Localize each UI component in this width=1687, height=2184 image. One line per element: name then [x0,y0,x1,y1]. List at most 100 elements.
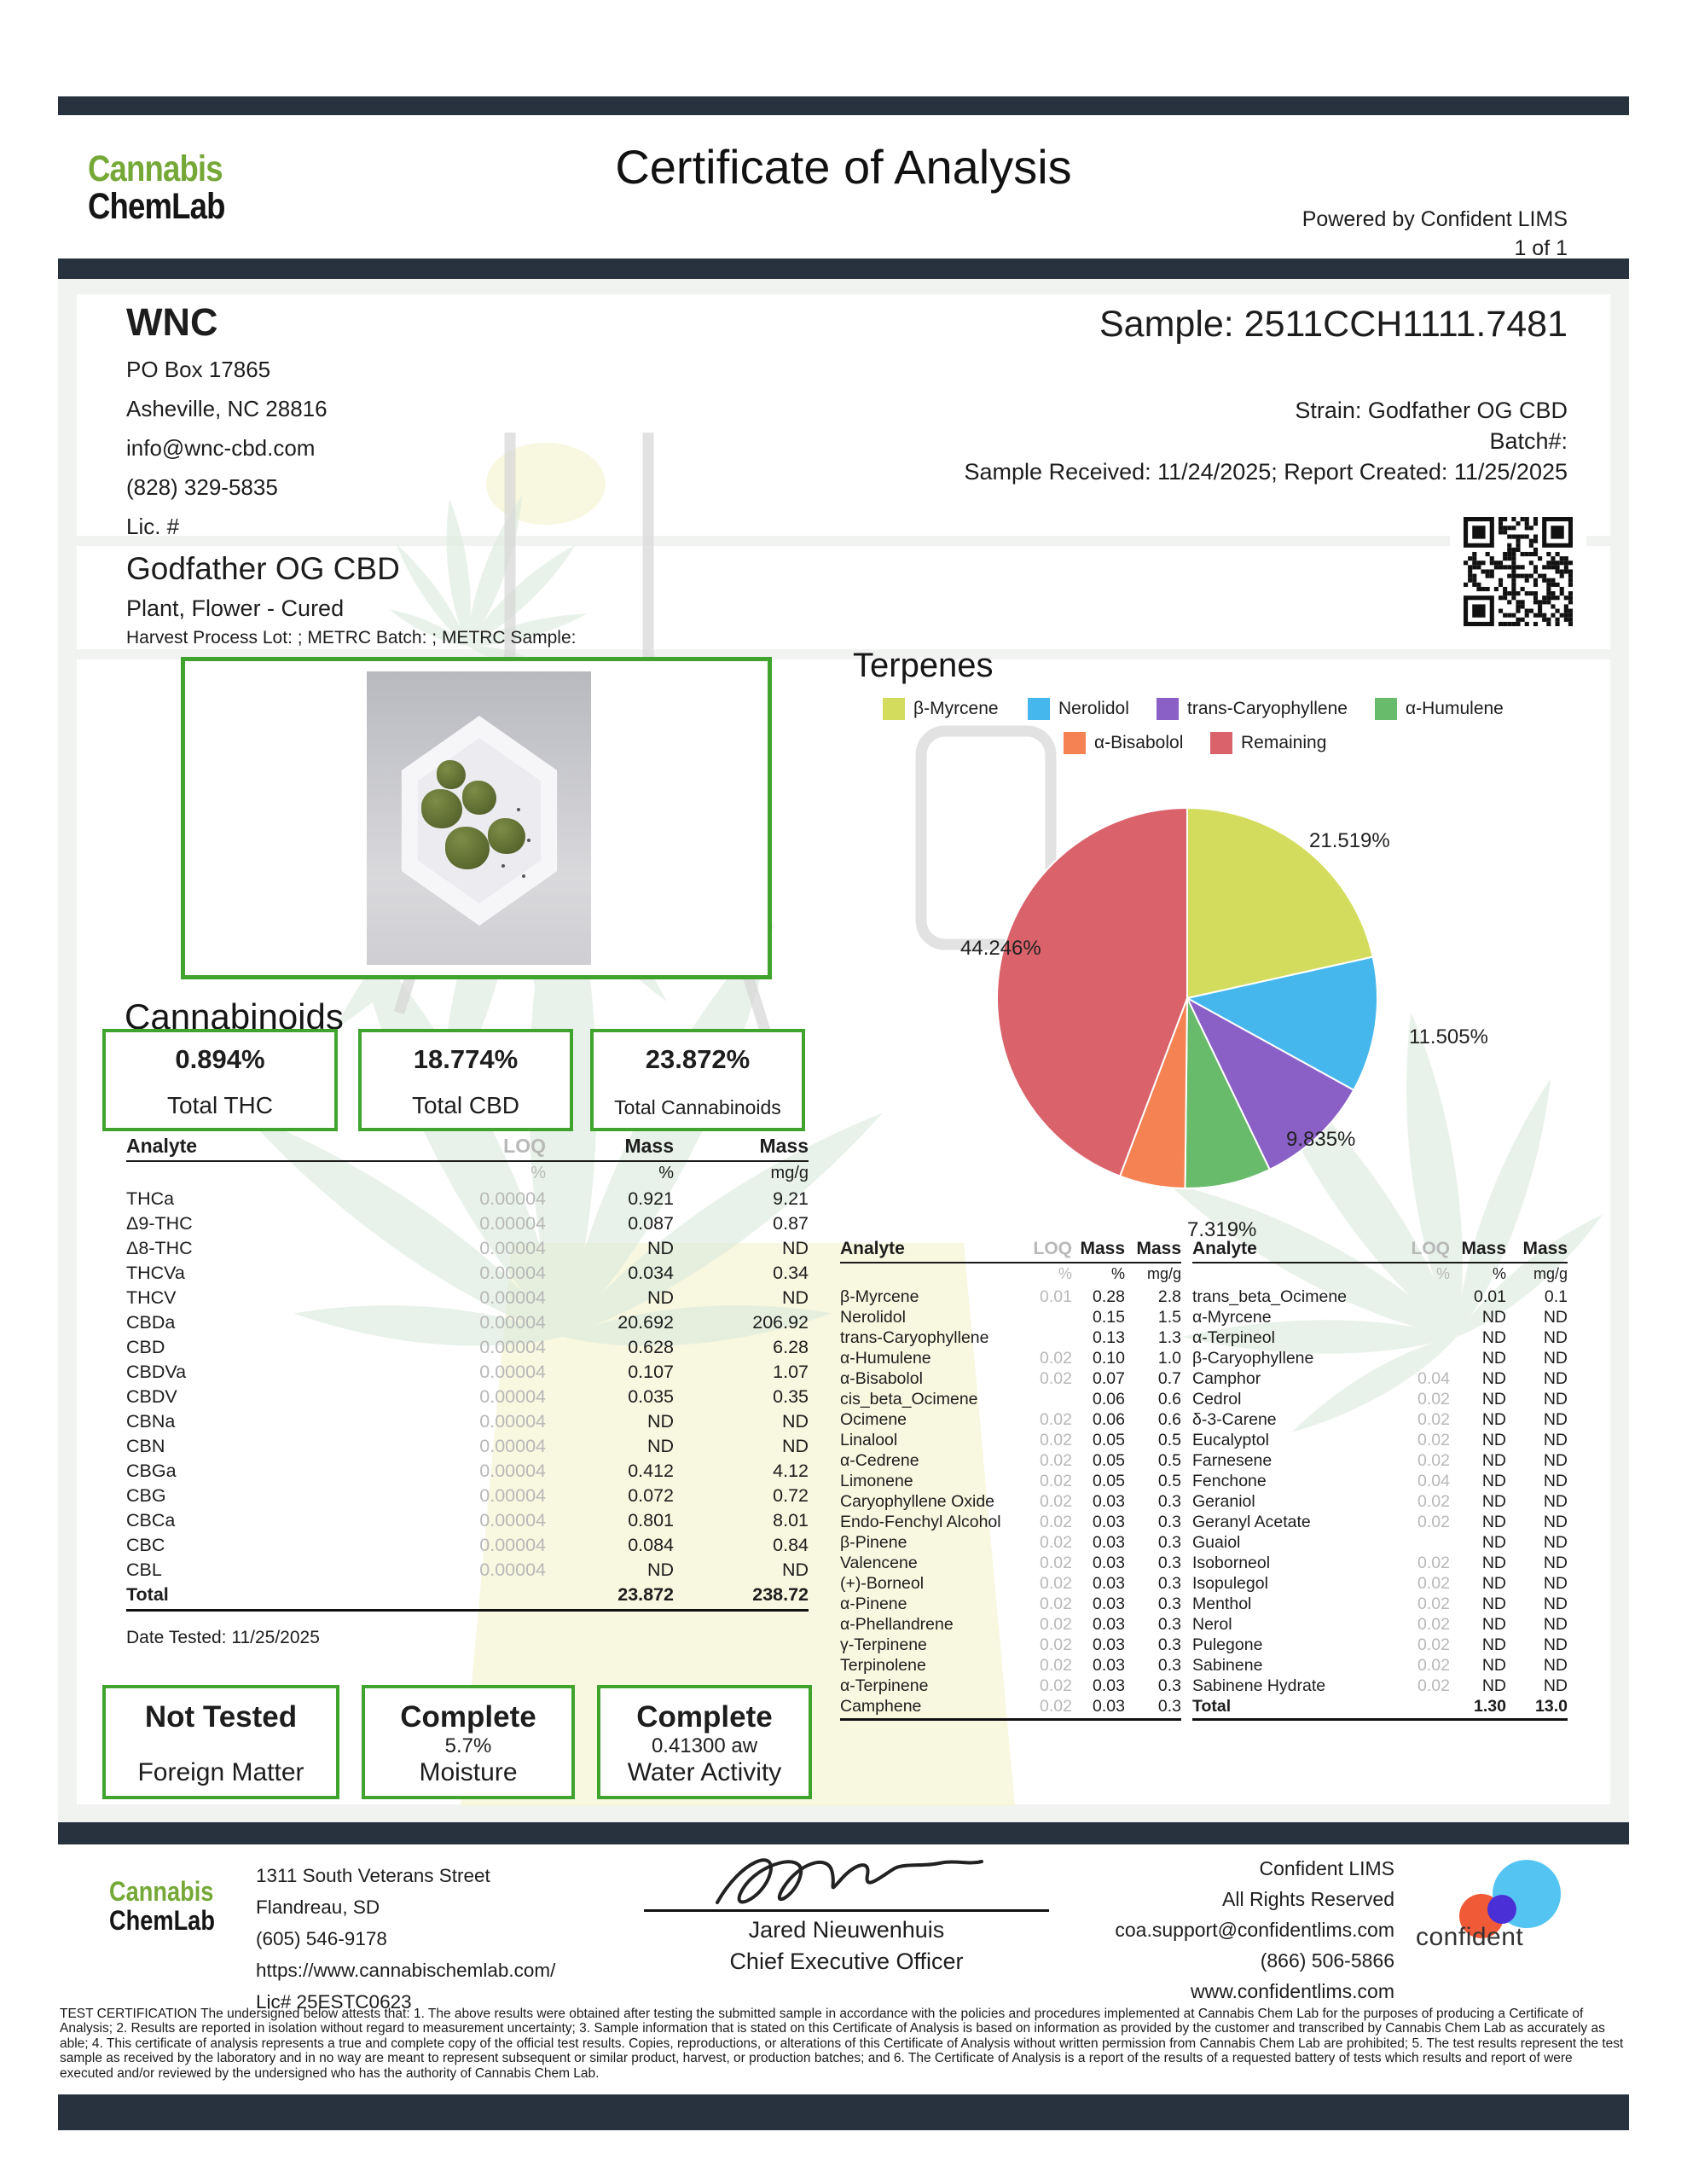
cell-analyte: THCa [126,1188,175,1209]
client-address2: Asheville, NC 28816 [126,396,328,421]
table-row: β-Myrcene 0.01 0.28 2.8 [840,1287,1181,1307]
cell-analyte: trans_beta_Ocimene [1192,1287,1348,1306]
footer-logo-line1: Cannabis [109,1876,214,1907]
cell-loq: 0.00004 [479,1461,546,1481]
unit-loq: % [530,1164,546,1182]
cell-analyte: Δ9-THC [126,1213,193,1234]
cell-mgg: ND [1543,1409,1568,1429]
col-mass-pct: Mass [624,1135,674,1157]
cell-mgg: ND [781,1411,809,1432]
cell-pct: ND [1481,1491,1506,1511]
confident-line2: All Rights Reserved [1222,1888,1394,1910]
client-contact-block: PO Box 17865 Asheville, NC 28816 info@wn… [126,350,328,546]
table-header: Analyte LOQ Mass Mass [126,1135,809,1162]
cell-loq: 0.00004 [479,1188,546,1209]
cell-total-pct: 1.30 [1474,1696,1506,1716]
cell-analyte: Isopulegol [1192,1573,1268,1593]
table-total-row: Total 1.30 13.0 [1192,1696,1568,1716]
table-row: Fenchone 0.04 ND ND [1192,1471,1568,1491]
flower-bud [437,760,466,789]
cell-pct: 0.07 [1093,1368,1125,1388]
cell-loq: 0.02 [1417,1491,1450,1511]
col-loq: LOQ [503,1135,546,1157]
cell-analyte: Δ8-THC [126,1238,193,1258]
cell-pct: 20.692 [617,1312,674,1333]
cell-pct: 0.628 [628,1337,674,1357]
cell-analyte: CBL [126,1560,162,1580]
client-email[interactable]: info@wnc-cbd.com [126,435,316,461]
cell-pct: 0.035 [628,1386,674,1407]
legend-item-bisabolol: α-Bisabolol [1064,732,1183,754]
confident-email-link[interactable]: coa.support@confidentlims.com [1115,1919,1394,1941]
cell-mgg: ND [1543,1635,1568,1654]
cell-analyte: Endo-Fenchyl Alcohol [840,1512,1001,1531]
cell-pct: ND [1481,1532,1506,1552]
lab-license: Lic# 25ESTC0623 [256,1991,412,2013]
footer-divider-bar [58,1822,1629,1844]
total-thc-value: 0.894% [175,1044,265,1074]
cell-analyte: α-Cedrene [840,1450,919,1470]
lab-website-link[interactable]: https://www.cannabischemlab.com/ [256,1960,556,1981]
cell-loq: 0.02 [1417,1450,1450,1470]
cell-pct: ND [1481,1655,1506,1675]
col-mass-mgg: Mass [1522,1239,1568,1258]
cell-analyte: CBD [126,1337,165,1357]
cell-analyte: δ-3-Carene [1192,1409,1277,1429]
confident-logo-icon [1459,1860,1561,1938]
legend-swatch [1210,732,1232,754]
table-bottom-rule [840,1718,1181,1721]
debris-speck [522,874,525,878]
cell-loq: 0.00004 [479,1312,546,1333]
cell-mgg: ND [1543,1389,1568,1409]
lab-phone: (605) 546-9178 [256,1928,387,1949]
foreign-matter-box: Not Tested Foreign Matter [102,1685,339,1799]
cell-mgg: 0.6 [1157,1389,1181,1409]
table-row: trans-Caryophyllene 0.13 1.3 [840,1327,1181,1348]
cell-analyte: Isoborneol [1192,1553,1271,1572]
cell-loq: 0.00004 [479,1238,546,1258]
legend-label: trans-Caryophyllene [1187,699,1348,718]
cell-pct: ND [1481,1389,1506,1409]
cell-pct: 0.01 [1474,1287,1506,1306]
signature-block: Jared Nieuwenhuis Chief Executive Office… [644,1841,1049,1975]
legend-label: Nerolidol [1058,699,1129,718]
cell-mgg: 0.87 [773,1213,809,1234]
cell-mgg: ND [781,1436,809,1456]
table-row: γ-Terpinene 0.02 0.03 0.3 [840,1635,1181,1655]
cell-loq: 0.02 [1040,1450,1072,1470]
cell-pct: ND [646,1411,674,1432]
water-activity-label: Water Activity [627,1758,782,1786]
cell-analyte: α-Humulene [840,1348,931,1368]
cell-total-mgg: 238.72 [752,1584,809,1605]
cell-pct: 0.03 [1093,1491,1125,1511]
cell-mgg: 2.8 [1157,1287,1181,1306]
cell-loq: 0.04 [1417,1471,1450,1490]
cell-analyte: CBGa [126,1461,177,1481]
cell-analyte: Farnesene [1192,1450,1272,1470]
cell-mgg: 0.3 [1157,1676,1181,1695]
cell-pct: 0.03 [1093,1532,1125,1552]
cell-loq: 0.02 [1040,1430,1072,1449]
moisture-value: 5.7% [444,1734,492,1757]
cell-analyte: trans-Caryophyllene [840,1327,989,1347]
col-mass-mgg: Mass [759,1135,809,1157]
flower-bud [488,818,525,854]
cell-pct: 0.801 [628,1510,674,1531]
cell-pct: 0.087 [628,1213,674,1234]
confident-line1: Confident LIMS [1259,1857,1394,1879]
legend-swatch [1375,698,1397,720]
table-row: β-Caryophyllene ND ND [1192,1348,1568,1368]
cell-mgg: 0.7 [1157,1368,1181,1388]
confident-website-link[interactable]: www.confidentlims.com [1190,1980,1394,2002]
cell-loq: 0.02 [1417,1553,1450,1572]
bottom-bar [58,2094,1629,2130]
cell-pct: ND [1481,1327,1506,1347]
cell-analyte: CBNa [126,1411,176,1432]
cell-pct: 0.107 [628,1362,674,1382]
cell-loq: 0.02 [1040,1635,1072,1654]
table-units: % % mg/g [840,1263,1181,1287]
table-header: Analyte LOQ Mass Mass [840,1239,1181,1263]
table-row: δ-3-Carene 0.02 ND ND [1192,1409,1568,1430]
cell-total-pct: 23.872 [617,1584,674,1605]
